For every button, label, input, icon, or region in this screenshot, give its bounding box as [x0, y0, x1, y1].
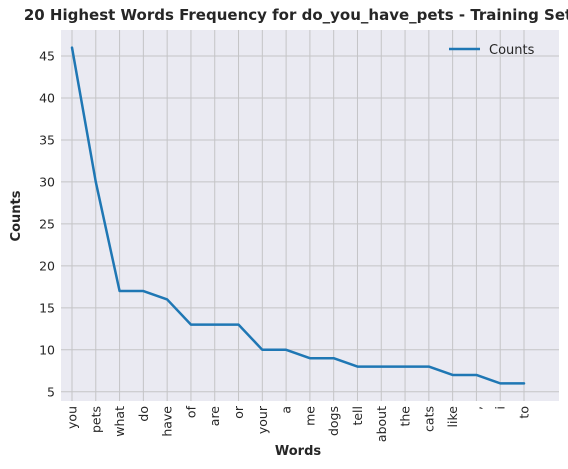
y-tick-label: 20 — [39, 258, 55, 273]
x-tick-label: you — [65, 406, 80, 429]
y-tick-label: 45 — [39, 49, 55, 64]
x-tick-label: pets — [88, 406, 103, 433]
x-tick-label: me — [302, 406, 317, 426]
y-tick-label: 5 — [47, 384, 55, 399]
x-tick-label: , — [469, 406, 484, 410]
x-axis-label: Words — [275, 444, 322, 459]
gridlines — [61, 30, 559, 401]
x-tick-label: tell — [350, 406, 365, 426]
x-tick-label: to — [517, 406, 532, 419]
x-tick-label: what — [112, 406, 127, 437]
x-axis-ticks: you pets what do have of are or your a me dogs tell a… — [65, 405, 532, 442]
x-tick-label: have — [160, 406, 175, 437]
series-layer — [70, 46, 526, 385]
x-tick-label: like — [445, 406, 460, 428]
legend: Counts — [449, 43, 535, 58]
y-tick-label: 10 — [39, 342, 55, 357]
x-tick-label: are — [207, 406, 222, 427]
x-tick-label: do — [136, 406, 151, 422]
x-tick-label: your — [255, 405, 270, 434]
y-tick-label: 25 — [39, 216, 55, 231]
x-tick-label: dogs — [326, 406, 341, 436]
x-tick-label: the — [398, 406, 413, 427]
x-tick-label: i — [493, 406, 508, 409]
x-tick-label: cats — [421, 406, 436, 432]
x-tick-label: or — [231, 405, 246, 419]
y-axis-ticks: 5 10 15 20 25 30 35 40 45 — [39, 49, 55, 400]
series-line — [70, 46, 526, 385]
x-tick-label: about — [374, 406, 389, 442]
y-tick-label: 35 — [39, 132, 55, 147]
y-tick-label: 40 — [39, 90, 55, 105]
legend-label: Counts — [489, 43, 535, 58]
x-tick-label: a — [279, 406, 294, 414]
y-tick-label: 15 — [39, 300, 55, 315]
chart-title: 20 Highest Words Frequency for do_you_ha… — [24, 6, 568, 24]
x-tick-label: of — [183, 405, 198, 418]
y-axis-label: Counts — [9, 190, 24, 241]
y-tick-label: 30 — [39, 174, 55, 189]
